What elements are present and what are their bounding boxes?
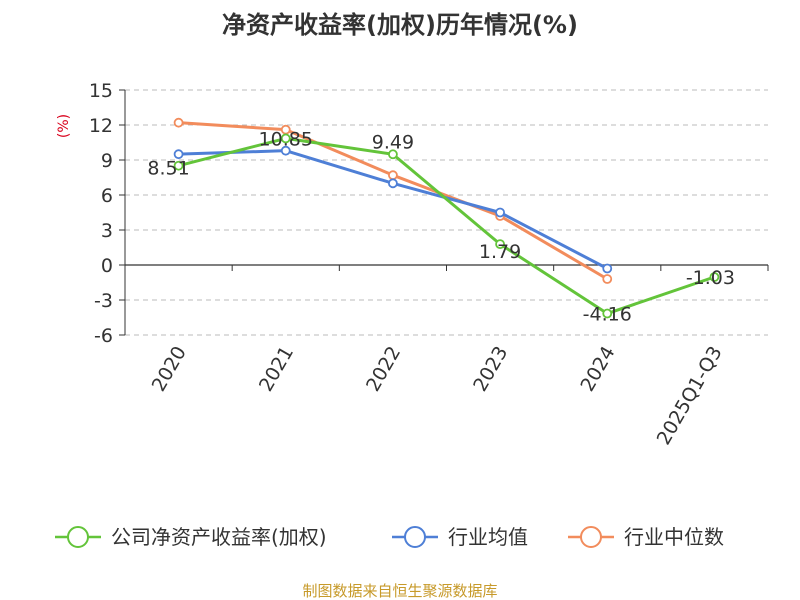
legend: 公司净资产收益率(加权) 行业均值 行业中位数: [55, 525, 724, 549]
legend-swatch-marker: [404, 526, 426, 548]
x-tick-label: 2021: [255, 343, 298, 396]
data-label: 1.79: [479, 241, 521, 263]
y-tick-label: 15: [89, 80, 113, 102]
legend-swatch-marker: [67, 526, 89, 548]
source-note: 制图数据来自恒生聚源数据库: [302, 582, 497, 600]
data-point[interactable]: [173, 149, 184, 160]
data-point[interactable]: [280, 133, 291, 144]
grid-lines: [125, 89, 768, 336]
series-line-0: [178, 136, 715, 316]
data-point[interactable]: [602, 308, 613, 319]
legend-label[interactable]: 公司净资产收益率(加权): [111, 525, 327, 549]
y-tick-label: 6: [101, 185, 113, 207]
data-label: -4.16: [583, 304, 632, 326]
y-tick-label: -3: [94, 290, 113, 312]
data-point[interactable]: [495, 207, 505, 218]
x-tick-label: 2022: [362, 343, 405, 396]
y-tick-label: 3: [101, 220, 113, 242]
x-tick-label: 2023: [469, 343, 512, 396]
legend-swatch-marker: [580, 526, 602, 548]
data-label: 9.49: [372, 131, 414, 153]
series-line-1: [178, 149, 608, 270]
data-point[interactable]: [173, 117, 184, 128]
data-point[interactable]: [495, 239, 505, 250]
legend-label[interactable]: 行业均值: [448, 525, 528, 549]
data-label: 8.51: [147, 158, 189, 180]
data-point[interactable]: [602, 274, 613, 284]
x-tick-label: 2025Q1-Q3: [653, 343, 727, 449]
y-tick-label: 0: [101, 255, 113, 277]
axes: 15 12 9 6 3 0 -3 -6 2020 2021 2022 2023 2024 2025Q1-Q…: [89, 80, 769, 449]
data-labels: 8.51 10.85 9.49 1.79 -4.16 -1.03: [147, 128, 735, 325]
data-point[interactable]: [173, 160, 184, 171]
data-point[interactable]: [388, 170, 398, 181]
data-point[interactable]: [602, 263, 613, 274]
series-lines: [173, 117, 720, 319]
data-point[interactable]: [280, 145, 291, 156]
y-axis-unit: (%): [56, 114, 72, 138]
data-point[interactable]: [709, 272, 720, 282]
legend-label[interactable]: 行业中位数: [624, 525, 724, 549]
x-tick-label: 2024: [576, 343, 619, 396]
y-tick-label: 12: [89, 115, 113, 137]
data-point[interactable]: [388, 149, 398, 160]
y-tick-label: -6: [94, 325, 113, 347]
data-label: 10.85: [259, 128, 313, 150]
chart-title: 净资产收益率(加权)历年情况(%): [222, 11, 578, 39]
data-point[interactable]: [388, 178, 398, 189]
x-tick-label: 2020: [148, 343, 191, 396]
data-label: -1.03: [686, 267, 735, 289]
y-tick-label: 9: [101, 150, 113, 172]
